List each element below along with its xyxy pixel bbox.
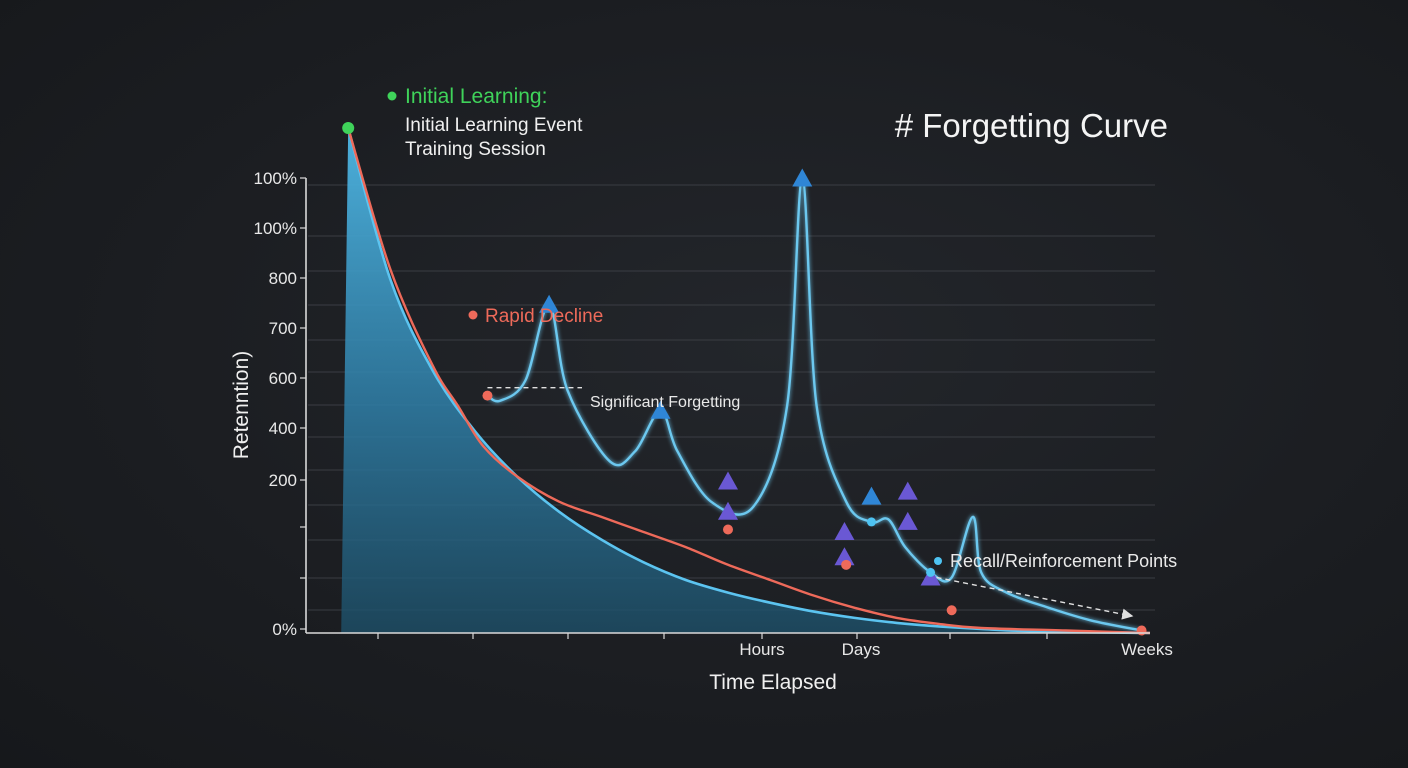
- rapid-decline-label: Rapid Decline: [485, 306, 603, 327]
- recall-point: [926, 567, 936, 577]
- y-tick-label: 100%: [254, 219, 297, 238]
- retention-area-fill: [341, 128, 1150, 633]
- recall-points-bullet: [934, 557, 942, 565]
- reinforcement-triangle: [718, 471, 738, 490]
- y-tick-label: 800: [269, 269, 297, 288]
- decline-point: [723, 524, 733, 535]
- y-tick-label: 700: [269, 319, 297, 338]
- y-axis-title: Retenntion): [230, 351, 253, 460]
- rapid-decline-annotation: Rapid Decline: [468, 306, 603, 327]
- rapid-decline-curve: [347, 127, 1151, 635]
- dashed-annotations: [487, 386, 1134, 620]
- y-tick-label: 200: [269, 471, 297, 490]
- decline-point: [1136, 625, 1147, 636]
- decline-point: [946, 605, 957, 616]
- y-tick-label: 400: [269, 419, 297, 438]
- initial-learning-line1: Initial Learning Event: [405, 115, 583, 136]
- axes: [305, 178, 1150, 639]
- reinforcement-triangle: [834, 547, 855, 566]
- reinforcement-triangle: [834, 522, 855, 540]
- reinforcement-triangle: [650, 400, 671, 419]
- x-tick-label-weeks: Weeks: [1121, 640, 1173, 659]
- y-tick-label: 600: [269, 369, 297, 388]
- recall-point: [866, 517, 876, 527]
- weeks-dash-arrow: [936, 576, 1134, 620]
- decline-point: [841, 559, 852, 570]
- x-tick-label-days: Days: [842, 640, 881, 659]
- x-axis-title: Time Elapsed: [709, 671, 837, 694]
- reinforcement-triangle: [861, 486, 882, 505]
- initial-learning-bullet: [387, 91, 397, 101]
- reinforcement-triangle: [539, 294, 560, 313]
- reinforcement-triangle: [897, 481, 918, 500]
- x-tick-label-hours: Hours: [739, 640, 784, 659]
- decline-point: [482, 390, 493, 401]
- significant-forgetting-label: Significant Forgetting: [590, 394, 740, 411]
- initial-learning-heading: Initial Learning:: [405, 85, 547, 108]
- initial-learning-line2: Training Session: [405, 139, 546, 160]
- y-tick-label: 0%: [272, 620, 297, 639]
- y-tick-labels: 100% 100% 800 700 600 400 200 0%: [254, 169, 306, 639]
- reinforcement-triangle: [718, 501, 738, 520]
- initial-learning-annotation: Initial Learning: Initial Learning Event…: [387, 85, 583, 160]
- reinforcement-triangle: [897, 511, 918, 530]
- markers: [342, 122, 1147, 636]
- recall-points-legend: Recall/Reinforcement Points: [934, 551, 1177, 571]
- chart-title: # Forgetting Curve: [895, 107, 1168, 144]
- initial-learning-point: [342, 122, 355, 134]
- x-tick-labels: Hours Days Weeks: [739, 640, 1173, 659]
- rapid-decline-bullet: [468, 310, 478, 320]
- recall-points-label: Recall/Reinforcement Points: [950, 551, 1177, 571]
- reinforcement-triangle: [792, 168, 813, 187]
- retention-area: [341, 128, 1150, 633]
- y-tick-label: 100%: [254, 169, 297, 188]
